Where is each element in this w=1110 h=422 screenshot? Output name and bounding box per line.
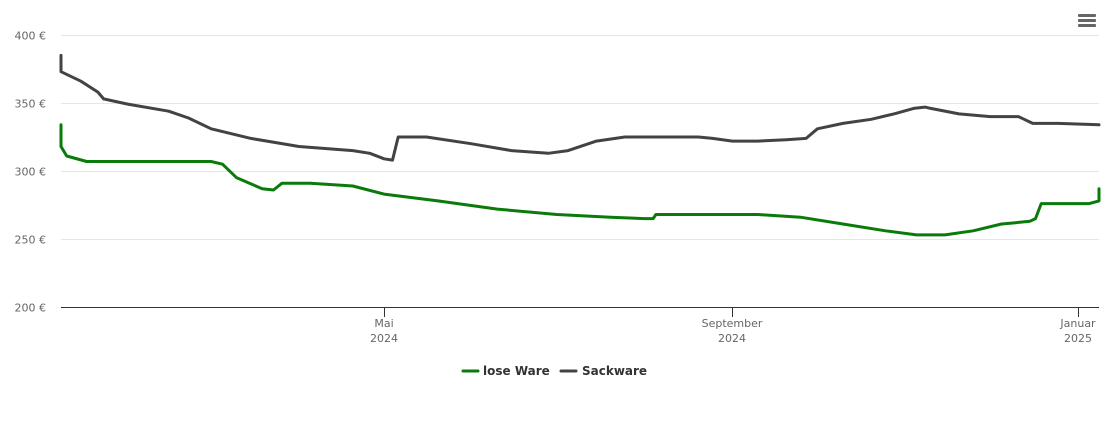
x-tick-label-month-2: Januar [1059,317,1096,330]
y-tick-label-250: 250 € [15,234,47,247]
hamburger-menu-icon[interactable] [1074,10,1100,34]
y-tick-label-350: 350 € [15,98,47,111]
x-tick-label-month-1: September [702,317,763,330]
legend-label-sackware[interactable]: Sackware [582,364,647,378]
x-tick-label-year-2: 2025 [1064,332,1092,345]
y-tick-label-300: 300 € [15,166,47,179]
series-line-lose-ware [59,123,1101,237]
y-tick-label-200: 200 € [15,302,47,315]
y-tick-label-400: 400 € [15,30,47,43]
series-line-sackware [59,53,1101,162]
x-tick-label-month-0: Mai [374,317,393,330]
legend-label-lose-ware[interactable]: lose Ware [483,364,550,378]
x-tick-label-year-1: 2024 [718,332,746,345]
x-tick-label-year-0: 2024 [370,332,398,345]
